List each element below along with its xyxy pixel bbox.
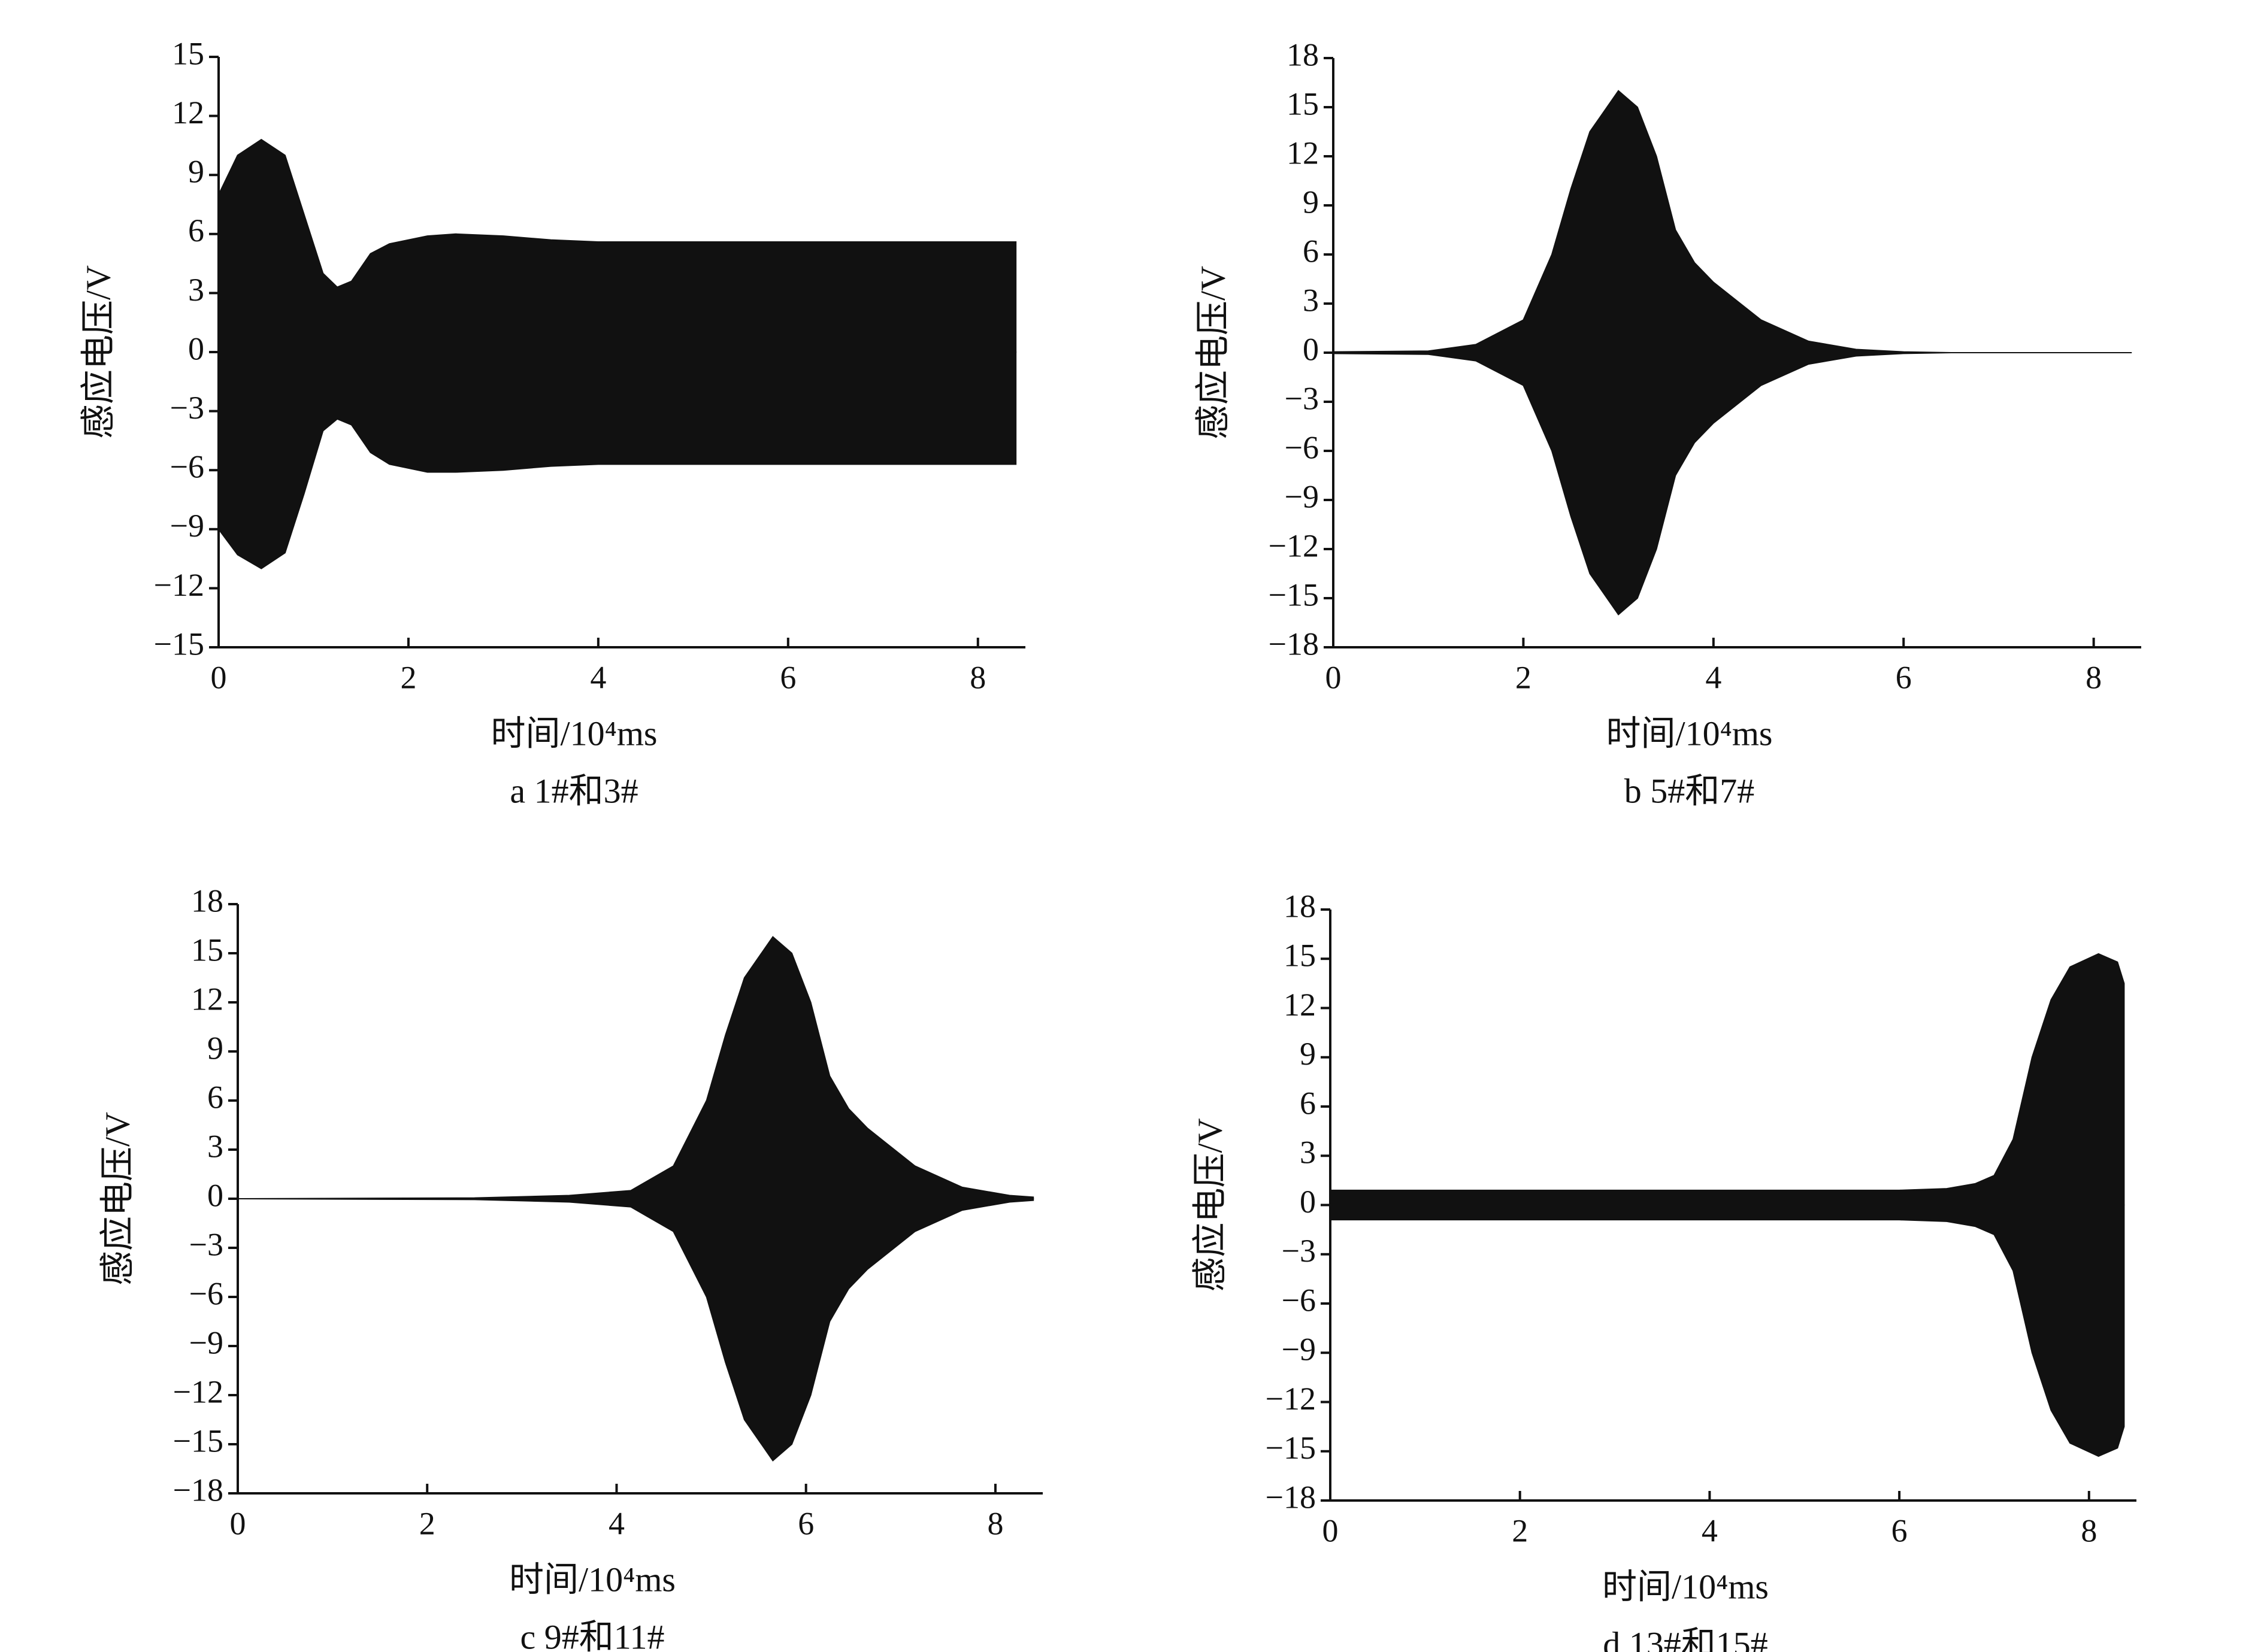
y-tick-label: 12 [191, 981, 223, 1017]
signal-envelope [237, 936, 1034, 1199]
y-axis-label: 感应电压/V [1190, 1118, 1229, 1292]
y-tick-label: −6 [1282, 1282, 1316, 1318]
y-tick-label: 9 [1300, 1036, 1316, 1072]
y-tick-label: −3 [189, 1226, 223, 1262]
x-tick-label: 0 [211, 659, 227, 695]
y-tick-label: −9 [189, 1324, 223, 1360]
y-tick-label: 3 [188, 272, 204, 308]
x-tick-label: 8 [2086, 659, 2102, 695]
y-tick-label: −12 [173, 1374, 223, 1409]
x-tick-label: 4 [1702, 1512, 1718, 1548]
x-axis-label: 时间/10⁴ms [509, 1560, 676, 1599]
y-tick-label: 3 [1303, 282, 1319, 318]
y-tick-label: −12 [154, 567, 204, 603]
signal-envelope [218, 351, 1017, 569]
y-tick-label: 15 [1287, 86, 1319, 122]
x-tick-label: 6 [1896, 659, 1912, 695]
y-tick-label: −9 [1282, 1332, 1316, 1368]
x-axis-label: 时间/10⁴ms [1602, 1567, 1769, 1606]
y-tick-label: 0 [207, 1177, 223, 1213]
y-axis-label: 感应电压/V [98, 1112, 137, 1286]
signal-envelope [1333, 90, 2132, 353]
x-tick-label: 0 [230, 1505, 246, 1541]
y-tick-label: −15 [1266, 1430, 1316, 1466]
y-tick-label: 3 [207, 1128, 223, 1164]
y-tick-label: 9 [1303, 184, 1319, 220]
y-tick-label: 0 [1303, 331, 1319, 367]
y-tick-label: 9 [188, 154, 204, 190]
chart-caption: a 1#和3# [510, 771, 638, 810]
y-tick-label: −18 [1266, 1479, 1316, 1515]
y-tick-label: −18 [1269, 626, 1319, 662]
signal-envelope [1330, 953, 2125, 1206]
y-tick-label: −15 [173, 1423, 223, 1459]
y-tick-label: 15 [191, 932, 223, 968]
y-tick-label: 9 [207, 1030, 223, 1066]
y-tick-label: 6 [1303, 233, 1319, 269]
x-axis-label: 时间/10⁴ms [1606, 714, 1772, 753]
y-axis-label: 感应电压/V [1193, 266, 1232, 439]
y-tick-label: −9 [170, 508, 204, 544]
x-tick-label: 0 [1325, 659, 1342, 695]
y-tick-label: 12 [172, 95, 204, 131]
signal-envelope [237, 1198, 1034, 1462]
x-tick-label: 2 [400, 659, 416, 695]
y-tick-label: −6 [1285, 429, 1319, 465]
y-tick-label: 0 [1300, 1184, 1316, 1220]
chart-caption: c 9#和11# [520, 1617, 664, 1652]
y-tick-label: 6 [207, 1079, 223, 1115]
y-tick-label: 3 [1300, 1135, 1316, 1171]
x-tick-label: 4 [609, 1505, 625, 1541]
x-tick-label: 8 [2081, 1512, 2097, 1548]
x-axis-label: 时间/10⁴ms [491, 714, 657, 753]
x-tick-label: 2 [1515, 659, 1531, 695]
chart-caption: b 5#和7# [1624, 771, 1755, 810]
chart-caption: d 13#和15# [1603, 1624, 1768, 1652]
x-tick-label: 4 [590, 659, 606, 695]
y-tick-label: −18 [173, 1472, 223, 1508]
y-tick-label: 6 [1300, 1085, 1316, 1121]
y-tick-label: −9 [1285, 478, 1319, 514]
signal-envelope [1333, 352, 2132, 616]
x-tick-label: 8 [987, 1505, 1003, 1541]
x-tick-label: 6 [780, 659, 796, 695]
y-tick-label: 15 [172, 35, 204, 71]
y-tick-label: −3 [1285, 380, 1319, 416]
y-tick-label: −12 [1269, 528, 1319, 563]
y-tick-label: −15 [1269, 577, 1319, 613]
y-axis-label: 感应电压/V [78, 265, 117, 439]
y-tick-label: 0 [188, 331, 204, 366]
y-tick-label: 12 [1287, 135, 1319, 171]
y-tick-label: 18 [1287, 37, 1319, 72]
x-tick-label: 2 [419, 1505, 435, 1541]
y-tick-label: 18 [191, 883, 223, 919]
x-tick-label: 4 [1705, 659, 1721, 695]
signal-envelope [218, 138, 1017, 353]
x-tick-label: 2 [1512, 1512, 1528, 1548]
y-tick-label: −6 [189, 1275, 223, 1311]
y-tick-label: 15 [1284, 938, 1316, 974]
x-tick-label: 8 [970, 659, 986, 695]
y-tick-label: 6 [188, 213, 204, 248]
y-tick-label: −3 [170, 390, 204, 426]
y-tick-label: −15 [154, 626, 204, 662]
signal-envelope [1330, 1204, 2125, 1457]
x-tick-label: 0 [1322, 1512, 1339, 1548]
x-tick-label: 6 [798, 1505, 814, 1541]
y-tick-label: −3 [1282, 1233, 1316, 1269]
y-tick-label: −12 [1266, 1381, 1316, 1417]
y-tick-label: 12 [1284, 987, 1316, 1023]
y-tick-label: −6 [170, 449, 204, 485]
y-tick-label: 18 [1284, 888, 1316, 924]
x-tick-label: 6 [1891, 1512, 1908, 1548]
